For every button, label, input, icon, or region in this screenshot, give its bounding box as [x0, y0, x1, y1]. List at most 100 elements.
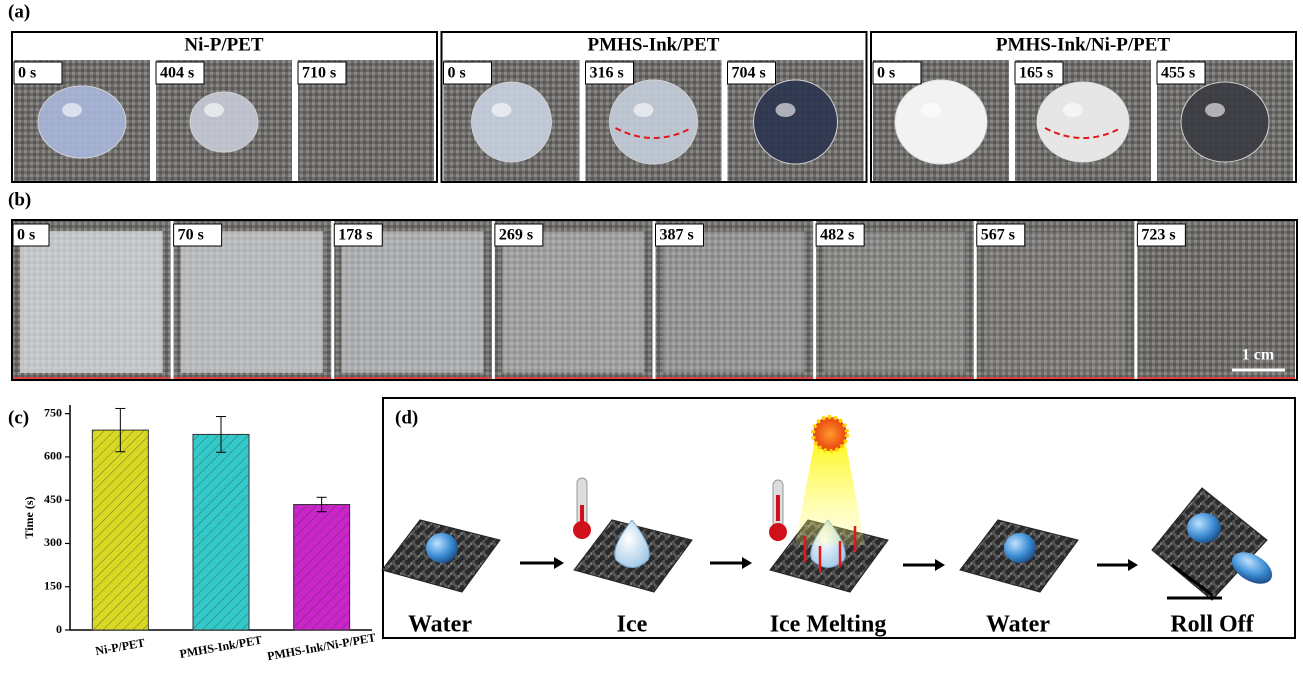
time-label-box: [1014, 61, 1064, 85]
group-title: PMHS-Ink/PET: [588, 34, 720, 55]
panel-label: (b): [8, 189, 31, 210]
fabric: [1151, 487, 1268, 601]
time-label-box: [976, 223, 1026, 247]
time-label-box: [727, 61, 776, 85]
y-tick-label: 750: [44, 405, 62, 419]
time-label: 404 s: [160, 65, 194, 82]
droplet: [37, 85, 127, 159]
time-label: 704 s: [732, 65, 766, 82]
photo: [976, 221, 1135, 379]
time-label: 165 s: [1019, 65, 1053, 82]
slope-line: [1171, 563, 1213, 597]
time-label: 0 s: [877, 65, 895, 82]
scale-bar-label: 1 cm: [1242, 347, 1275, 364]
ice-drop: [614, 519, 650, 568]
time-label: 269 s: [499, 227, 533, 244]
step-label: Roll Off: [1170, 612, 1254, 638]
time-label: 0 s: [18, 65, 36, 82]
time-label: 70 s: [178, 227, 204, 244]
thermometer-level: [580, 505, 584, 531]
y-tick-label: 0: [56, 622, 62, 636]
panel-label: (d): [395, 407, 418, 428]
y-tick-label: 150: [44, 578, 62, 592]
process-arrowhead: [554, 557, 564, 569]
time-label-box: [655, 223, 704, 247]
group-title: Ni-P/PET: [184, 34, 263, 55]
ice-sheet: [984, 232, 1126, 372]
photo: [816, 221, 974, 379]
ice-sheet: [341, 231, 484, 373]
time-label: 0 s: [448, 65, 466, 82]
highlight: [204, 103, 224, 117]
time-label: 567 s: [981, 227, 1015, 244]
droplet: [1187, 513, 1221, 543]
ice-sheet: [501, 231, 645, 373]
highlight: [1063, 103, 1083, 117]
droplet: [1231, 552, 1273, 584]
step-label: Ice: [617, 612, 648, 638]
thermometer-level: [776, 495, 780, 521]
error-bar: [316, 496, 327, 513]
time-label: 178 s: [338, 227, 372, 244]
droplet: [609, 79, 698, 165]
ice-sheet: [823, 231, 966, 373]
step-label: Water: [408, 612, 472, 638]
photo: [1137, 221, 1295, 379]
droplet: [189, 91, 259, 153]
ice-sheet: [662, 231, 806, 373]
ice-sheet: [20, 231, 163, 373]
time-label-box: [585, 61, 634, 85]
time-label: 455 s: [1161, 65, 1195, 82]
time-label: 316 s: [590, 65, 624, 82]
time-label-box: [1156, 61, 1206, 85]
time-label: 387 s: [660, 227, 694, 244]
time-label-box: [494, 223, 544, 247]
melt-line: [1044, 127, 1122, 139]
highlight: [921, 103, 941, 117]
droplet: [1180, 81, 1270, 163]
y-tick-label: 450: [44, 492, 62, 506]
time-label: 723 s: [1141, 227, 1175, 244]
group-title: PMHS-Ink/Ni-P/PET: [996, 34, 1171, 55]
process-arrowhead: [742, 557, 752, 569]
bar-hatch: [92, 430, 149, 630]
photo: [494, 221, 653, 379]
time-label: 0 s: [17, 227, 35, 244]
droplet: [1004, 533, 1036, 563]
time-label-box: [443, 61, 492, 85]
highlight: [62, 103, 82, 117]
time-label: 482 s: [820, 227, 854, 244]
droplet: [894, 79, 988, 165]
step-label: Ice Melting: [770, 612, 887, 638]
process-arrowhead: [1128, 559, 1138, 571]
droplet: [1036, 81, 1130, 163]
time-label-box: [155, 61, 205, 85]
melt-line: [615, 127, 692, 139]
bar-hatch: [293, 504, 350, 630]
ice-sheet: [180, 231, 324, 373]
photo: [655, 221, 814, 379]
time-label-box: [815, 223, 865, 247]
panel-label: (a): [8, 1, 30, 22]
highlight: [633, 103, 654, 117]
time-label: 710 s: [302, 65, 336, 82]
time-label-box: [173, 223, 223, 247]
droplet: [471, 81, 552, 163]
process-arrowhead: [935, 559, 945, 571]
x-tick-label: Ni-P/PET: [94, 636, 146, 658]
highlight: [1205, 103, 1225, 117]
x-tick-label: PMHS-Ink/Ni-P/PET: [266, 630, 377, 663]
y-tick-label: 300: [44, 535, 62, 549]
step-label: Water: [986, 612, 1050, 638]
bar-hatch: [193, 434, 249, 630]
error-bar: [115, 407, 126, 453]
y-axis-label: Time (s): [22, 496, 36, 538]
droplet: [753, 79, 838, 165]
error-bar: [216, 416, 226, 453]
panel-d-frame: [382, 397, 1296, 639]
highlight: [491, 103, 512, 117]
time-label-box: [12, 223, 50, 247]
sun: [811, 415, 849, 453]
time-label-box: [1136, 223, 1186, 247]
